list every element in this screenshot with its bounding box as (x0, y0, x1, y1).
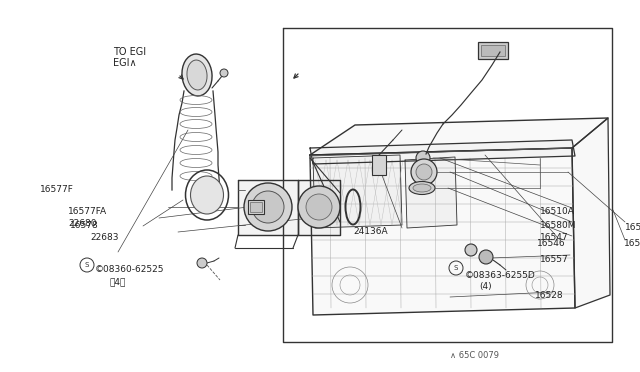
Text: S: S (454, 265, 458, 271)
Text: 16528: 16528 (535, 291, 564, 299)
Polygon shape (298, 180, 340, 235)
Text: 16500: 16500 (624, 238, 640, 247)
Circle shape (306, 194, 332, 220)
Polygon shape (238, 180, 298, 235)
Ellipse shape (413, 184, 431, 192)
Circle shape (220, 69, 228, 77)
Circle shape (465, 244, 477, 256)
Circle shape (298, 186, 340, 228)
Bar (481, 45, 505, 56)
Text: 22680: 22680 (68, 219, 97, 228)
Ellipse shape (191, 176, 223, 214)
Text: 16510A: 16510A (540, 208, 575, 217)
Text: 16577FA: 16577FA (68, 208, 107, 217)
Text: ©08360-62525: ©08360-62525 (95, 266, 164, 275)
Text: ＜4＞: ＜4＞ (110, 278, 126, 286)
Circle shape (197, 258, 207, 268)
Text: ∧ 65C 0079: ∧ 65C 0079 (450, 350, 499, 359)
Text: 24136A: 24136A (353, 228, 388, 237)
Bar (248, 200, 264, 214)
Text: 16526: 16526 (625, 224, 640, 232)
Text: TO EGI: TO EGI (113, 47, 146, 57)
Text: 16557: 16557 (540, 256, 569, 264)
Ellipse shape (187, 60, 207, 90)
Bar (372, 155, 386, 175)
Ellipse shape (182, 54, 212, 96)
Polygon shape (572, 118, 610, 308)
Text: ©08363-6255D: ©08363-6255D (465, 270, 536, 279)
Ellipse shape (409, 182, 435, 195)
Circle shape (244, 183, 292, 231)
Circle shape (479, 250, 493, 264)
Polygon shape (310, 140, 575, 164)
Circle shape (416, 151, 430, 165)
Text: S: S (85, 262, 89, 268)
Circle shape (252, 191, 284, 223)
Polygon shape (313, 155, 402, 228)
Bar (478, 42, 508, 59)
Text: (4): (4) (479, 282, 492, 291)
Text: 16547: 16547 (540, 234, 568, 243)
Bar (250, 202, 262, 212)
Text: 16580M: 16580M (540, 221, 577, 230)
Circle shape (416, 164, 432, 180)
Polygon shape (405, 157, 457, 228)
Text: 16546: 16546 (537, 238, 566, 247)
Text: 22683: 22683 (90, 232, 118, 241)
Polygon shape (310, 148, 575, 315)
Text: 16577F: 16577F (40, 186, 74, 195)
Text: 16578: 16578 (70, 221, 99, 230)
Circle shape (411, 159, 437, 185)
Text: EGI∧: EGI∧ (113, 58, 136, 68)
Polygon shape (310, 118, 608, 155)
